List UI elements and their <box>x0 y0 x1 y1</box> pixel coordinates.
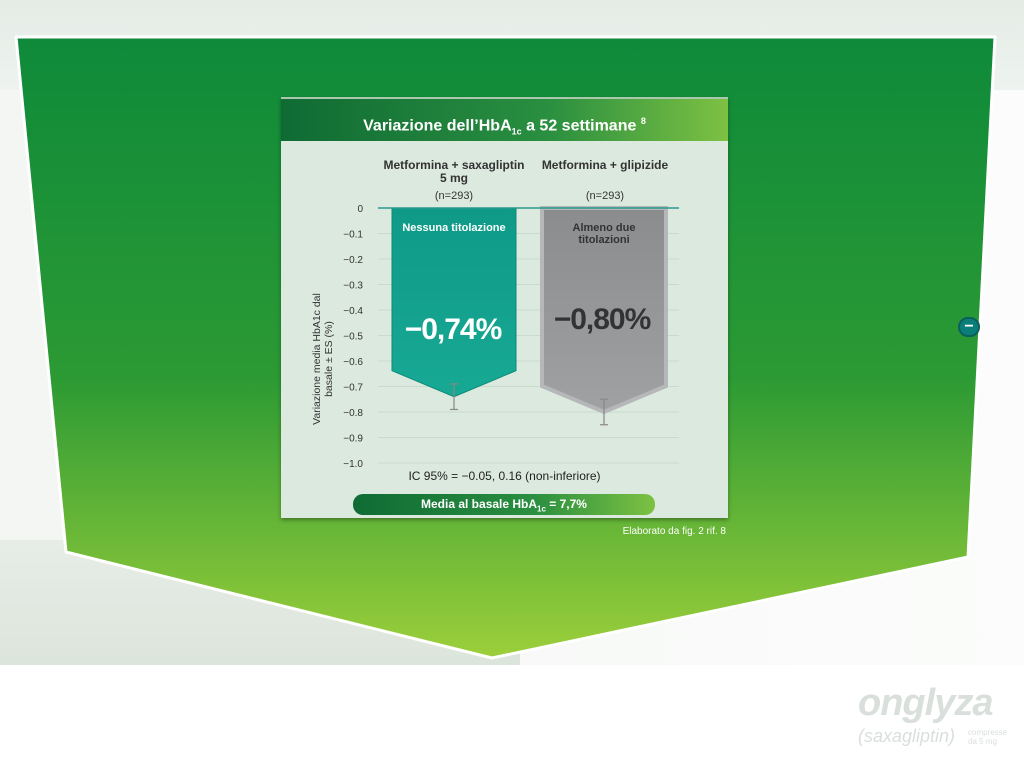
baseline-pill: Media al basale HbA1c = 7,7% <box>353 494 655 515</box>
y-tick-label-8: −0.8 <box>343 408 363 419</box>
y-tick-label-3: −0.3 <box>343 281 363 292</box>
chart-title-rest: a 52 settimane <box>521 117 637 135</box>
category-title-1: Metformina + glipizide <box>541 158 669 172</box>
y-tick-label-10: −1.0 <box>343 459 363 470</box>
chart-card: Variazione dell’HbA1c a 52 settimane 8 0… <box>281 97 728 518</box>
category-title-0: Metformina + saxagliptin 5 mg <box>383 158 525 185</box>
y-tick-label-1: −0.1 <box>343 230 363 241</box>
bar-label-1: Almeno due titolazioni <box>572 222 636 246</box>
source-note: Elaborato da fig. 2 rif. 8 <box>622 526 726 537</box>
baseline-value: = 7,7% <box>545 497 587 511</box>
bar-value-1: −0,80% <box>553 303 652 336</box>
category-n-1: (n=293) <box>585 190 625 202</box>
logo-generic: (saxagliptin) <box>858 726 956 746</box>
chart-title-sub: 1c <box>511 126 522 137</box>
logo-dose-line-1: compresse <box>968 728 1008 737</box>
chart-title-ref: 8 <box>640 116 646 126</box>
confidence-interval-text: IC 95% = −0.05, 0.16 (non-inferiore) <box>408 469 601 483</box>
category-n-0: (n=293) <box>434 190 474 202</box>
bar-0 <box>391 207 517 398</box>
collapse-button[interactable]: − <box>958 317 980 337</box>
baseline-sub: 1c <box>537 504 546 514</box>
y-tick-label-7: −0.7 <box>343 383 363 394</box>
y-axis-label: Variazione media HbA1c dal basale ± ES (… <box>311 293 335 425</box>
logo-dose: compresse da 5 mg <box>968 728 1007 746</box>
y-tick-label-9: −0.9 <box>343 434 363 445</box>
background-bottom <box>0 665 1024 768</box>
y-tick-label-2: −0.2 <box>343 255 363 266</box>
chart-title: Variazione dell’HbA1c a 52 settimane 8 <box>281 97 728 141</box>
onglyza-logo: onglyza (saxagliptin) compresse da 5 mg <box>850 682 1010 752</box>
logo-brand: onglyza <box>858 682 993 724</box>
baseline-text: Media al basale HbA <box>421 497 538 511</box>
y-tick-label-4: −0.4 <box>343 306 363 317</box>
y-tick-label-5: −0.5 <box>343 332 363 343</box>
bar-value-0: −0,74% <box>404 313 503 346</box>
y-tick-label-0: 0 <box>357 204 363 215</box>
y-tick-label-6: −0.6 <box>343 357 363 368</box>
chart-plot: 0 −0.1 −0.2 −0.3 −0.4 −0.5 −0.6 −0.7 −0.8 −0.9 −1.… <box>343 204 679 470</box>
chart-title-text: Variazione dell’HbA <box>363 117 512 135</box>
logo-dose-line-2: da 5 mg <box>968 737 997 746</box>
bar-label-0: Nessuna titolazione <box>402 222 506 234</box>
